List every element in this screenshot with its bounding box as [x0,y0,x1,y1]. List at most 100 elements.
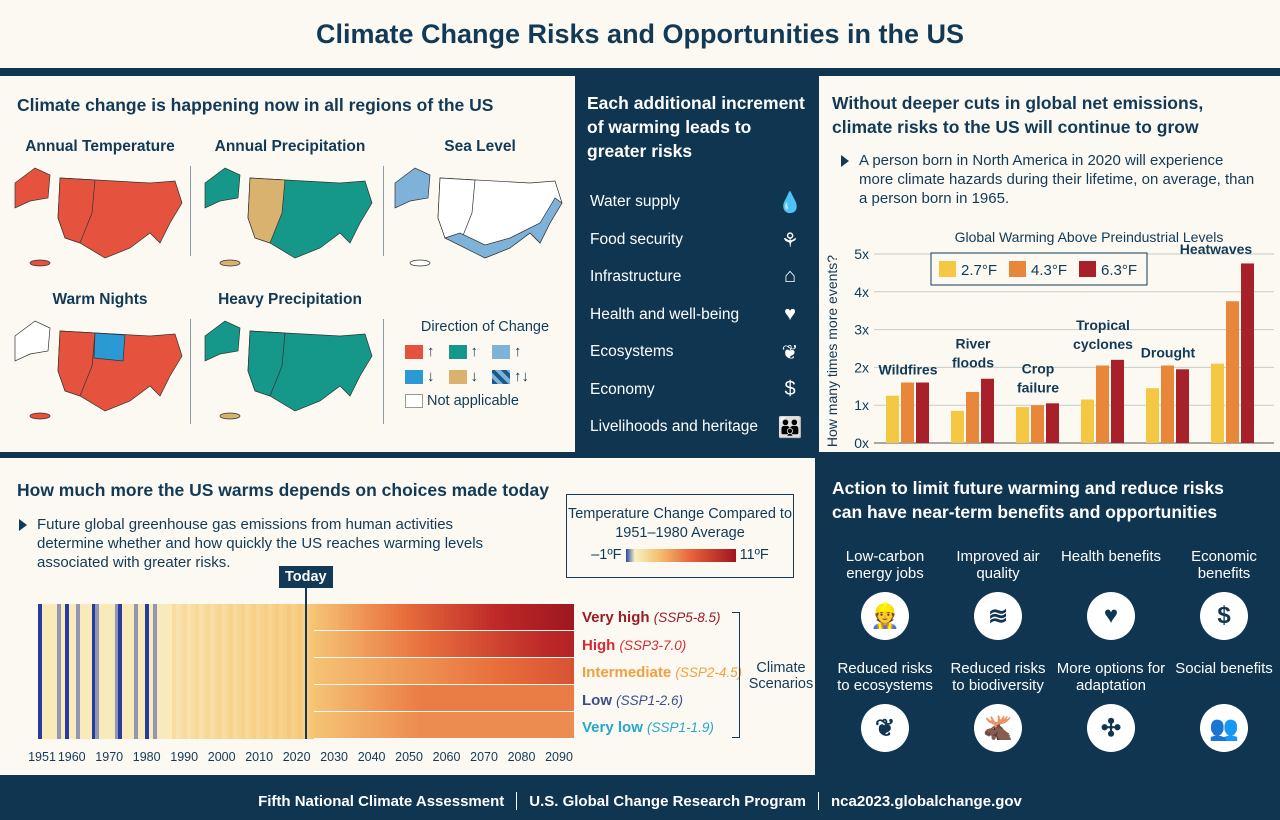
risk-item: Infrastructure [590,268,682,285]
year-tick: 2050 [395,750,423,764]
stripe [351,712,357,738]
stripe [547,712,552,738]
stripe [482,658,487,684]
y-tick: 1x [854,397,869,413]
moose-icon: 🫎 [974,704,1022,752]
direction-legend: Direction of Change ↑ ↑ ↑ ↓ ↓ ↑↓ Not applicab… [405,319,565,409]
stripe [470,604,475,630]
y-axis-label: How many times more events? [824,255,840,447]
stripe [566,685,571,711]
stripe [397,712,403,738]
stripe [558,604,563,630]
stripe [489,658,495,684]
stripe [562,685,567,711]
scale-min: –1ºF [591,547,622,563]
stripe [539,658,544,684]
stripe [520,685,525,711]
stripe [455,604,460,630]
temperature-scale: Temperature Change Compared to 1951–1980… [566,494,794,578]
stripe [359,631,364,657]
stripe [328,685,334,711]
stripe [505,631,510,657]
stripe [187,604,192,739]
stripe [405,604,410,630]
stripe [378,712,384,738]
stripe [539,685,544,711]
stripe [87,604,93,739]
stripe [413,712,418,738]
stripe [551,712,556,738]
arrow-up-icon: ↑ [470,343,479,360]
stripe [451,685,456,711]
stripe [482,631,487,657]
stripe [168,604,173,739]
stripe [505,658,510,684]
dollar-icon: $ [784,377,796,400]
stripe [570,631,575,657]
bar [1081,399,1094,443]
stripe [367,685,372,711]
stripe [317,631,322,657]
stripe [271,604,276,739]
stripe [336,685,341,711]
stripe [321,658,326,684]
stripe [363,631,368,657]
stripe [68,604,73,739]
scenario-code: (SSP1-2.6) [616,692,683,708]
stripe [351,658,357,684]
stripe [202,604,207,739]
scenario-low: Low (SSP1-2.6) [582,692,683,709]
stripe [413,631,418,657]
stripe [374,712,380,738]
stripe [359,685,364,711]
stripe [516,712,521,738]
grow-panel: Without deeper cuts in global net emissi… [815,76,1280,452]
benefit-label: Reduced risks to ecosystems [837,660,933,694]
stripe [309,604,315,739]
stripe [501,685,506,711]
stripe [321,631,326,657]
stripe [440,631,445,657]
stripe [344,685,349,711]
today-label: Today [279,566,333,588]
stripe [206,604,211,739]
stripe [409,712,414,738]
stripe [191,604,196,739]
stripe [508,685,514,711]
stripe [371,712,376,738]
stripe [359,604,364,630]
stripe [382,604,387,630]
map-title: Annual Precipitation [214,138,366,155]
stripe [397,658,403,684]
stripe [390,658,395,684]
stripe [436,685,441,711]
stripe [394,685,399,711]
stripe [562,631,567,657]
stripe [382,712,387,738]
stripe [516,604,521,630]
footer-url[interactable]: nca2023.globalchange.gov [831,792,1022,810]
stripe [355,631,361,657]
stripe [126,604,131,739]
stripe [313,685,318,711]
year-tick: 1951 [28,750,56,764]
stripe [409,604,414,630]
warming-stripes [38,604,575,739]
stripe [428,712,433,738]
stripe [459,604,464,630]
stripe [409,631,414,657]
stripe [554,604,560,630]
footer: Fifth National Climate Assessment U.S. G… [0,782,1280,820]
stripe [390,712,395,738]
stripe [543,604,548,630]
stripe [317,658,322,684]
year-tick: 1980 [132,750,161,764]
stripe [551,631,556,657]
stripe [462,658,468,684]
stripe [348,604,353,630]
legend-label: 4.3°F [1031,262,1067,279]
stripe [152,604,158,739]
house-icon: ⌂ [783,265,797,287]
stripe [558,631,563,657]
stripe [570,604,575,630]
